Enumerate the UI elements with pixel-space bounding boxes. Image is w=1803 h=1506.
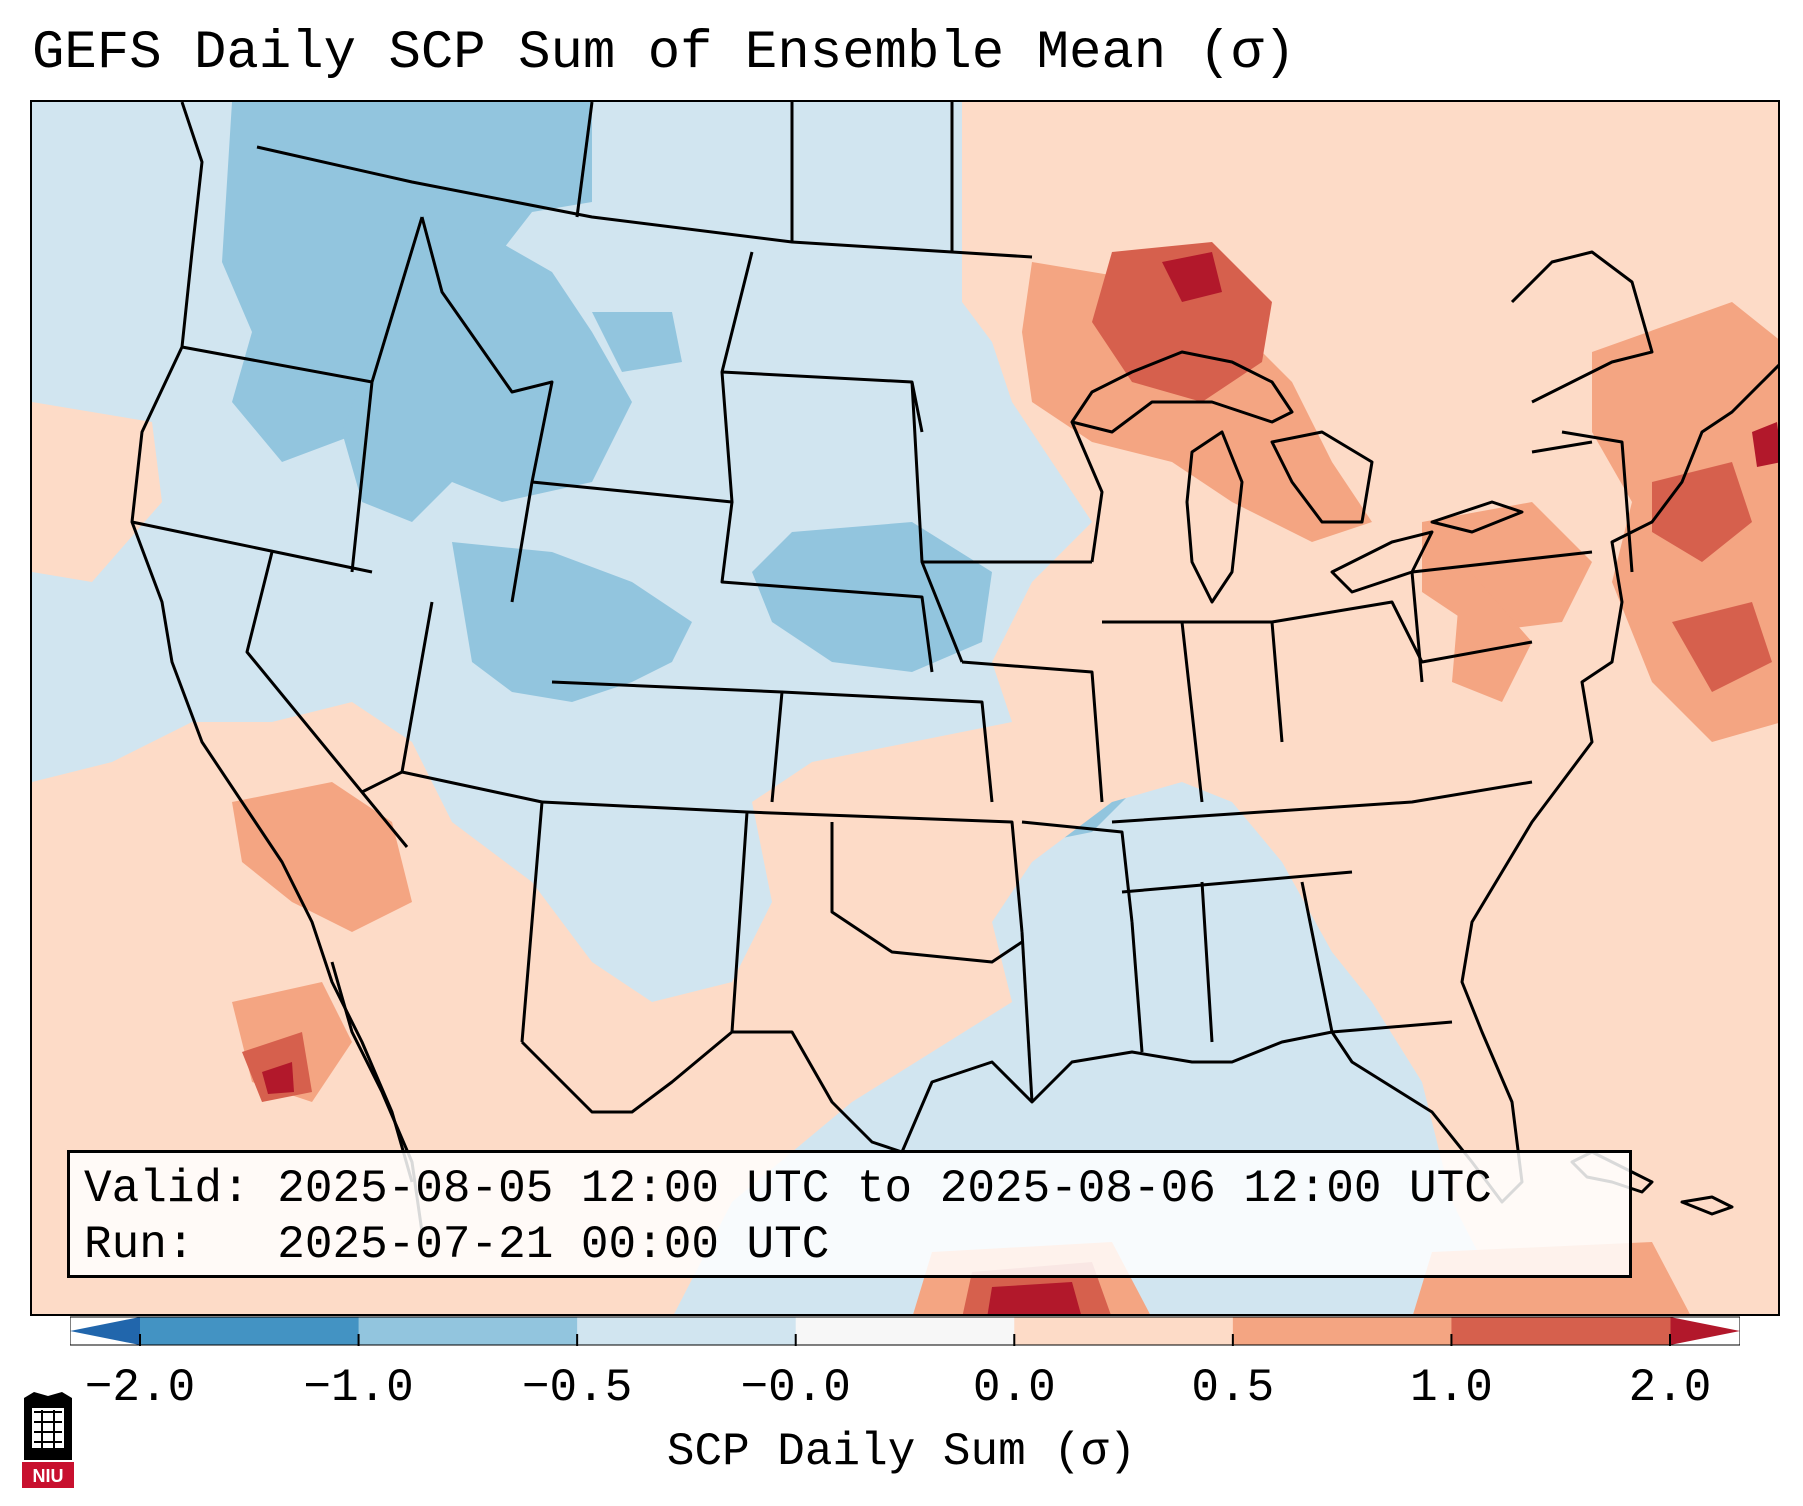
colorbar-bin xyxy=(1232,1317,1452,1345)
map-panel xyxy=(30,100,1780,1316)
page-title: GEFS Daily SCP Sum of Ensemble Mean (σ) xyxy=(32,23,1296,84)
colorbar xyxy=(70,1316,1740,1346)
colorbar-tick-label: 2.0 xyxy=(1628,1362,1712,1414)
colorbar-tick-label: −1.0 xyxy=(303,1362,414,1414)
map-svg xyxy=(32,102,1778,1314)
colorbar-extend-high xyxy=(1670,1317,1740,1345)
colorbar-bin xyxy=(358,1317,578,1345)
colorbar-bin xyxy=(795,1317,1015,1345)
colorbar-bin xyxy=(1451,1317,1671,1345)
colorbar-bins xyxy=(70,1317,1740,1346)
colorbar-bin xyxy=(1014,1317,1234,1345)
colorbar-tick-label: −2.0 xyxy=(84,1362,196,1414)
colorbar-tick-label: 0.0 xyxy=(972,1362,1056,1414)
run-label: Run: xyxy=(84,1219,195,1271)
colorbar-bin xyxy=(577,1317,797,1345)
valid-label: Valid: xyxy=(84,1163,250,1215)
colorbar-title: SCP Daily Sum (σ) xyxy=(666,1426,1137,1478)
colorbar-tick-label: 1.0 xyxy=(1410,1362,1493,1414)
run-value: 2025-07-21 00:00 UTC xyxy=(277,1219,830,1271)
colorbar-tick-label: 0.5 xyxy=(1191,1362,1275,1414)
niu-logo-text: NIU xyxy=(33,1466,64,1486)
extreme-positive-anomaly-layer xyxy=(262,252,1778,1314)
colorbar-extend-low xyxy=(70,1317,140,1345)
colorbar-frame xyxy=(70,1316,1740,1346)
colorbar-tick-label: −0.0 xyxy=(740,1362,851,1414)
colorbar-tick-label: −0.5 xyxy=(521,1362,633,1414)
colorbar-bin xyxy=(140,1317,360,1345)
valid-run-info-box: Valid: 2025-08-05 12:00 UTC to 2025-08-0… xyxy=(67,1150,1632,1278)
niu-logo: NIU xyxy=(22,1392,74,1488)
valid-value: 2025-08-05 12:00 UTC to 2025-08-06 12:00… xyxy=(277,1163,1492,1215)
light-positive-anomaly-layer xyxy=(32,102,1778,1314)
